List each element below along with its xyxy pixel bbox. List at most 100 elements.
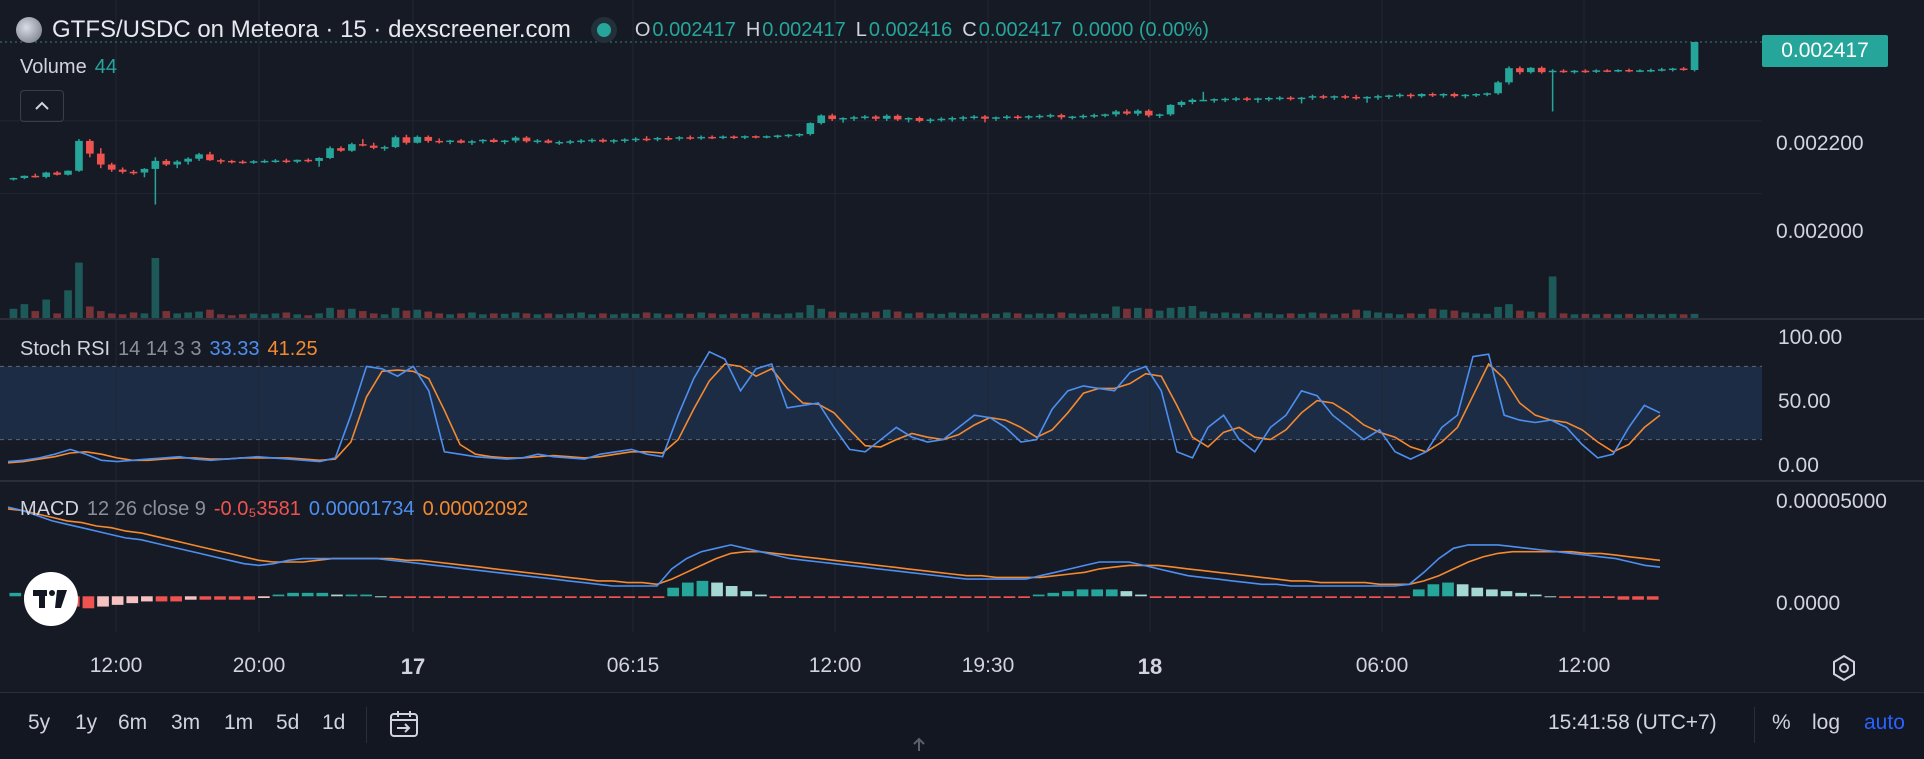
range-3m-button[interactable]: 3m	[171, 711, 201, 734]
volume-bar	[1319, 313, 1328, 318]
candle-body	[599, 139, 607, 142]
candle-body	[1406, 94, 1415, 97]
volume-bar	[882, 309, 891, 318]
collapse-legend-button[interactable]	[20, 90, 64, 122]
candle-body	[1286, 97, 1295, 100]
candle-body	[1144, 110, 1153, 116]
candle-body	[402, 137, 411, 143]
macd-histogram-bar	[1135, 594, 1147, 597]
chart-settings-icon[interactable]	[1830, 654, 1858, 687]
macd-histogram-bar	[696, 580, 709, 597]
macd-name: MACD	[20, 498, 79, 520]
macd-histogram-bar	[1149, 596, 1162, 598]
candle-body	[610, 140, 618, 142]
volume-bar	[1166, 307, 1175, 318]
volume-bar	[1210, 313, 1219, 318]
volume-bar	[926, 313, 935, 318]
candle-body	[1647, 70, 1655, 72]
volume-bar	[1406, 313, 1415, 318]
auto-scale-button[interactable]: auto	[1864, 711, 1905, 734]
volume-bar	[1647, 313, 1655, 318]
candle-body	[926, 119, 935, 121]
candle-body	[238, 161, 247, 164]
macd-line	[7, 506, 1661, 587]
price-pane[interactable]	[0, 0, 1762, 318]
macd-hist-value: -0.0₅3581	[213, 498, 301, 520]
macd-histogram-bar	[535, 596, 548, 598]
volume-bar	[762, 313, 771, 318]
stoch-rsi-pane[interactable]	[0, 320, 1762, 480]
candle-body	[719, 136, 727, 139]
macd-histogram-bar	[813, 596, 826, 598]
candle-body	[948, 118, 957, 120]
macd-histogram-bar	[1018, 596, 1030, 598]
range-6m-button[interactable]: 6m	[118, 711, 148, 734]
log-scale-button[interactable]: log	[1812, 711, 1841, 734]
expand-panel-icon[interactable]	[911, 737, 927, 756]
macd-histogram-bar	[418, 596, 431, 598]
pane-separator[interactable]	[0, 318, 1924, 320]
macd-histogram-bar	[506, 596, 519, 598]
volume-bar	[1439, 309, 1448, 318]
candle-body	[773, 135, 782, 137]
macd-histogram-bar	[769, 596, 782, 598]
macd-histogram-bar	[1369, 596, 1381, 598]
candle-body	[1123, 111, 1131, 114]
macd-histogram-bar	[1120, 591, 1133, 597]
macd-histogram-bar	[988, 596, 1001, 598]
candle-body	[784, 134, 793, 137]
range-1y-button[interactable]: 1y	[75, 711, 98, 734]
macd-histogram-bar	[1003, 596, 1016, 598]
volume-bar	[1668, 313, 1677, 318]
volume-bar	[1428, 308, 1437, 318]
macd-histogram-bar	[1281, 596, 1294, 598]
ohlc-h-label: H	[745, 18, 761, 41]
macd-histogram-bar	[1573, 596, 1586, 598]
range-1d-button[interactable]: 1d	[322, 711, 346, 734]
volume-bar	[358, 311, 367, 318]
volume-bar	[1243, 313, 1251, 318]
candle-body	[1068, 116, 1077, 119]
range-5y-button[interactable]: 5y	[28, 711, 51, 734]
volume-bar	[304, 315, 313, 318]
time-tick: 12:00	[1557, 654, 1611, 677]
stoch-rsi-chart[interactable]	[0, 320, 1762, 480]
time-tick: 20:00	[232, 654, 286, 677]
candle-body	[1472, 94, 1481, 96]
macd-histogram-bar	[1076, 589, 1089, 597]
calendar-icon	[390, 711, 418, 737]
volume-bar	[1046, 313, 1055, 318]
candle-body	[293, 159, 302, 162]
volume-bar	[817, 308, 826, 318]
volume-bar	[162, 311, 171, 318]
volume-bar	[9, 308, 18, 318]
pane-separator[interactable]	[0, 480, 1924, 482]
timezone-clock[interactable]: 15:41:58 (UTC+7)	[1548, 711, 1717, 734]
macd-histogram-bar	[974, 596, 987, 598]
volume-bar	[577, 312, 585, 318]
macd-pane[interactable]	[0, 482, 1762, 632]
volume-bar	[1625, 313, 1633, 318]
volume-bar	[1636, 314, 1644, 318]
stoch-axis[interactable]: 100.00 50.00 0.00	[1762, 320, 1924, 480]
macd-histogram-bar	[915, 596, 928, 598]
volume-bar	[1035, 313, 1044, 318]
tradingview-logo[interactable]	[24, 572, 78, 626]
macd-histogram-bar	[857, 596, 870, 598]
volume-bar	[904, 313, 913, 318]
range-1m-button[interactable]: 1m	[224, 711, 254, 734]
macd-chart[interactable]	[0, 482, 1762, 632]
time-axis[interactable]	[0, 632, 1924, 692]
range-5d-button[interactable]: 5d	[276, 711, 300, 734]
volume-bar	[31, 311, 40, 318]
price-chart[interactable]	[0, 0, 1762, 318]
candle-body	[762, 136, 771, 138]
candle-body	[1232, 98, 1240, 100]
macd-histogram-bar	[1544, 596, 1557, 598]
percent-scale-button[interactable]: %	[1772, 711, 1791, 734]
macd-histogram-bar	[228, 596, 241, 600]
macd-histogram-bar	[433, 596, 446, 598]
volume-bar	[1144, 308, 1153, 318]
macd-axis[interactable]: 0.00005000 0.0000	[1762, 482, 1924, 632]
date-range-button[interactable]	[388, 709, 420, 744]
